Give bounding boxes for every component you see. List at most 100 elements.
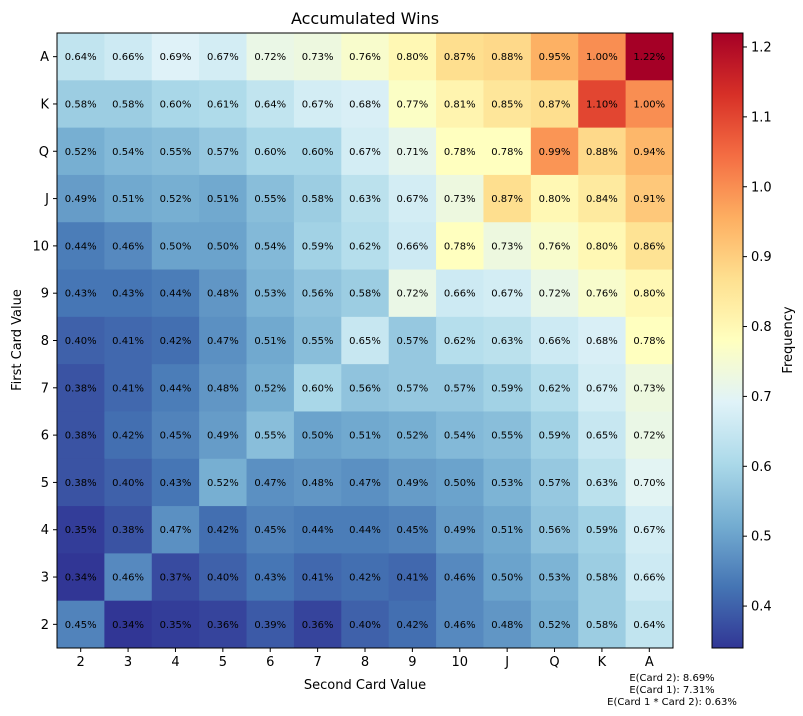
cell-value-label: 0.44% [160,383,192,394]
heatmap-cell [341,458,390,507]
heatmap-cell [436,269,484,318]
cell-value-label: 0.66% [539,336,571,347]
heatmap-cell [625,600,674,649]
cell-value-label: 0.43% [160,478,192,489]
colorbar-ticks: 0.4 0.5 0.6 0.7 0.8 0.9 1.0 1.1 1.2 [743,40,772,615]
heatmap-cell [104,222,153,271]
cell-value-label: 0.57% [207,147,239,158]
heatmap-cell [436,174,484,223]
heatmap-cell [246,174,295,223]
annotation-card2: E(Card 2): 8.69% [629,673,714,684]
y-tick-label: 7 [41,381,49,396]
cell-value-label: 0.58% [65,99,97,110]
cell-value-label: 1.00% [586,52,618,63]
cell-value-label: 0.70% [633,478,665,489]
heatmap-cell [151,127,200,176]
heatmap-cell [625,222,674,271]
heatmap-cells: 0.64% 0.66% 0.69% 0.67% 0.72% 0.73% 0.76% 0.80%… [57,33,674,649]
cell-value-label: 0.54% [254,241,286,252]
heatmap-cell [436,364,484,412]
heatmap-cell [246,33,295,81]
annotation-card1: E(Card 1): 7.31% [629,685,714,696]
cell-value-label: 0.56% [539,525,571,536]
heatmap-cell [388,364,437,412]
heatmap-cell [530,33,579,81]
y-tick-label: 4 [41,523,49,538]
heatmap-cell [104,458,153,507]
heatmap-cell [388,458,437,507]
heatmap-cell [578,33,627,81]
cell-value-label: 0.64% [254,99,286,110]
y-tick-label: K [40,97,49,112]
heatmap-cell [341,33,390,81]
heatmap-cell [436,80,484,129]
heatmap-cell [293,600,342,649]
cell-value-label: 0.40% [112,478,144,489]
heatmap-cell [436,33,484,81]
heatmap-cell [151,553,200,602]
y-tick-label: 9 [41,287,49,302]
heatmap-cell [436,506,484,554]
heatmap-cell [57,80,105,129]
cell-value-label: 0.36% [302,620,334,631]
cell-value-label: 0.80% [539,194,571,205]
heatmap-cell [104,269,153,318]
cell-value-label: 0.52% [396,431,428,442]
cell-value-label: 0.66% [112,52,144,63]
heatmap-cell [293,174,342,223]
cell-value-label: 0.50% [207,241,239,252]
heatmap-cell [530,506,579,554]
cell-value-label: 0.46% [112,241,144,252]
heatmap-cell [104,553,153,602]
cell-value-label: 0.50% [302,431,334,442]
x-tick-label: K [598,655,607,670]
cell-value-label: 0.56% [349,383,381,394]
cell-value-label: 0.68% [349,99,381,110]
y-tick-label: 5 [41,476,49,491]
cell-value-label: 0.48% [207,383,239,394]
heatmap-cell [625,411,674,460]
cell-value-label: 0.86% [633,241,665,252]
cell-value-label: 0.72% [539,289,571,300]
heatmap-cell [625,80,674,129]
heatmap-cell [578,411,627,460]
cell-value-label: 0.36% [207,620,239,631]
heatmap-cell [293,222,342,271]
heatmap-cell [483,506,532,554]
heatmap-cell [341,600,390,649]
cell-value-label: 0.72% [254,52,286,63]
y-tick-label: 6 [41,429,49,444]
heatmap-cell [199,553,248,602]
heatmap-cell [293,506,342,554]
y-tick-label: 10 [32,239,49,254]
heatmap-cell [246,222,295,271]
colorbar-tick-label: 0.5 [751,530,772,545]
cell-value-label: 0.84% [586,194,618,205]
cell-value-label: 0.49% [396,478,428,489]
heatmap-cell [578,316,627,365]
cell-value-label: 0.65% [586,431,618,442]
cell-value-label: 0.62% [444,336,476,347]
cell-value-label: 0.44% [349,525,381,536]
heatmap-cell [530,127,579,176]
cell-value-label: 0.52% [254,383,286,394]
cell-value-label: 0.73% [491,241,523,252]
y-axis-ticks: A K Q J 10 9 8 7 6 5 4 3 2 [32,50,57,633]
cell-value-label: 0.45% [65,620,97,631]
cell-value-label: 0.78% [633,336,665,347]
y-tick-label: Q [39,145,49,160]
cell-value-label: 0.80% [586,241,618,252]
heatmap-cell [57,316,105,365]
cell-value-label: 0.59% [302,241,334,252]
cell-value-label: 0.72% [396,289,428,300]
cell-value-label: 0.45% [396,525,428,536]
heatmap-cell [151,174,200,223]
heatmap-cell [293,316,342,365]
heatmap-cell [388,600,437,649]
cell-value-label: 0.48% [302,478,334,489]
cell-value-label: 0.88% [491,52,523,63]
y-tick-label: 8 [41,334,49,349]
y-tick-label: 2 [41,618,49,633]
cell-value-label: 0.77% [396,99,428,110]
cell-value-label: 0.67% [207,52,239,63]
